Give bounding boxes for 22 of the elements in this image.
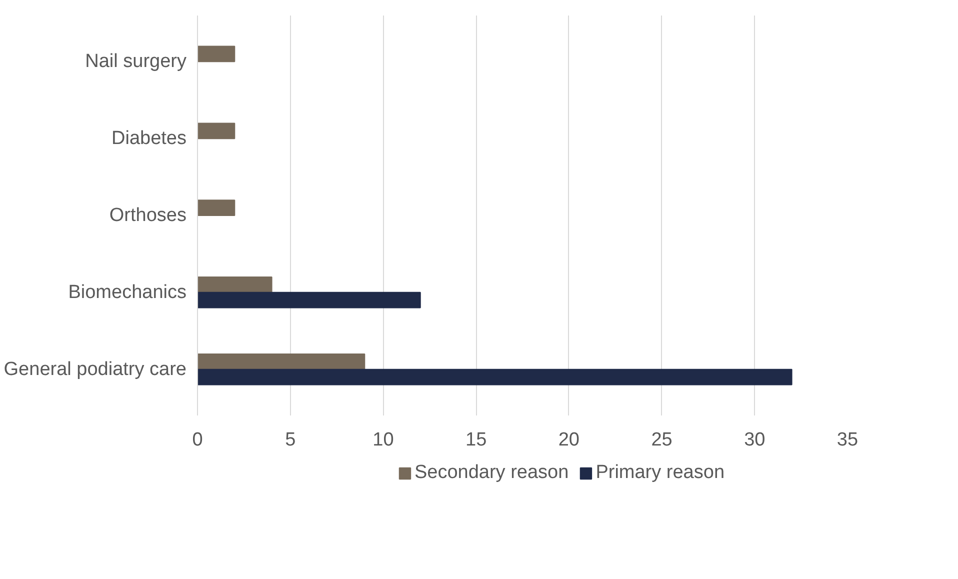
bar — [198, 122, 236, 140]
y-tick-label: General podiatry care — [4, 358, 187, 380]
y-tick-label: Biomechanics — [68, 282, 187, 303]
legend-label: Primary reason — [596, 462, 725, 484]
bar — [198, 368, 792, 386]
bar — [198, 292, 421, 308]
x-tick-label: 5 — [285, 430, 296, 450]
y-tick-label: Diabetes — [112, 128, 187, 150]
x-tick-label: 10 — [372, 430, 394, 450]
bar — [198, 353, 366, 370]
x-tick-label: 30 — [744, 430, 766, 450]
x-tick-label: 20 — [558, 430, 580, 450]
x-tick-label: 35 — [836, 430, 858, 450]
x-tick-label: 15 — [466, 430, 487, 450]
bar — [198, 46, 236, 62]
legend-label: Secondary reason — [414, 462, 569, 484]
x-tick-label: 25 — [651, 430, 672, 450]
bar — [198, 276, 272, 293]
y-tick-label: Nail surgery — [85, 51, 187, 72]
bar — [198, 200, 236, 216]
x-tick-label: 0 — [192, 430, 203, 450]
y-tick-label: Orthoses — [109, 205, 187, 226]
